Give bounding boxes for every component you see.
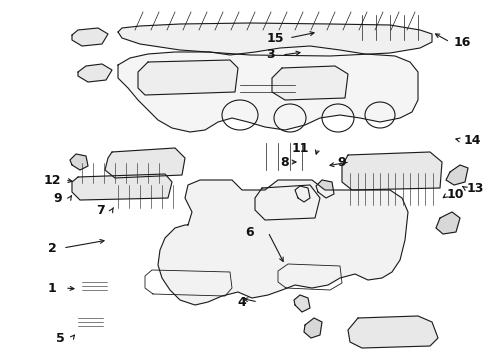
Text: 5: 5 [56, 332, 64, 345]
Polygon shape [446, 165, 468, 185]
Text: 9: 9 [338, 156, 346, 168]
Text: 1: 1 [48, 282, 56, 294]
Text: 14: 14 [463, 134, 481, 147]
Polygon shape [272, 66, 348, 100]
Polygon shape [158, 180, 408, 305]
Polygon shape [138, 60, 238, 95]
Polygon shape [316, 180, 334, 198]
Polygon shape [72, 174, 172, 200]
Polygon shape [294, 295, 310, 312]
Polygon shape [118, 46, 418, 132]
Text: 3: 3 [266, 49, 274, 62]
Text: 6: 6 [245, 225, 254, 238]
Text: 11: 11 [291, 141, 309, 154]
Text: 16: 16 [453, 36, 471, 49]
Polygon shape [72, 28, 108, 46]
Text: 4: 4 [238, 296, 246, 309]
Polygon shape [342, 152, 442, 190]
Text: 8: 8 [281, 156, 289, 168]
Text: 15: 15 [266, 31, 284, 45]
Text: 9: 9 [54, 192, 62, 204]
Polygon shape [70, 154, 88, 170]
Text: 2: 2 [48, 242, 56, 255]
Polygon shape [295, 186, 310, 202]
Polygon shape [348, 316, 438, 348]
Polygon shape [78, 64, 112, 82]
Polygon shape [105, 148, 185, 178]
Text: 10: 10 [446, 189, 464, 202]
Text: 12: 12 [43, 174, 61, 186]
Polygon shape [255, 185, 320, 220]
Polygon shape [436, 212, 460, 234]
Polygon shape [118, 23, 432, 56]
Text: 13: 13 [466, 181, 484, 194]
Text: 7: 7 [96, 203, 104, 216]
Polygon shape [304, 318, 322, 338]
